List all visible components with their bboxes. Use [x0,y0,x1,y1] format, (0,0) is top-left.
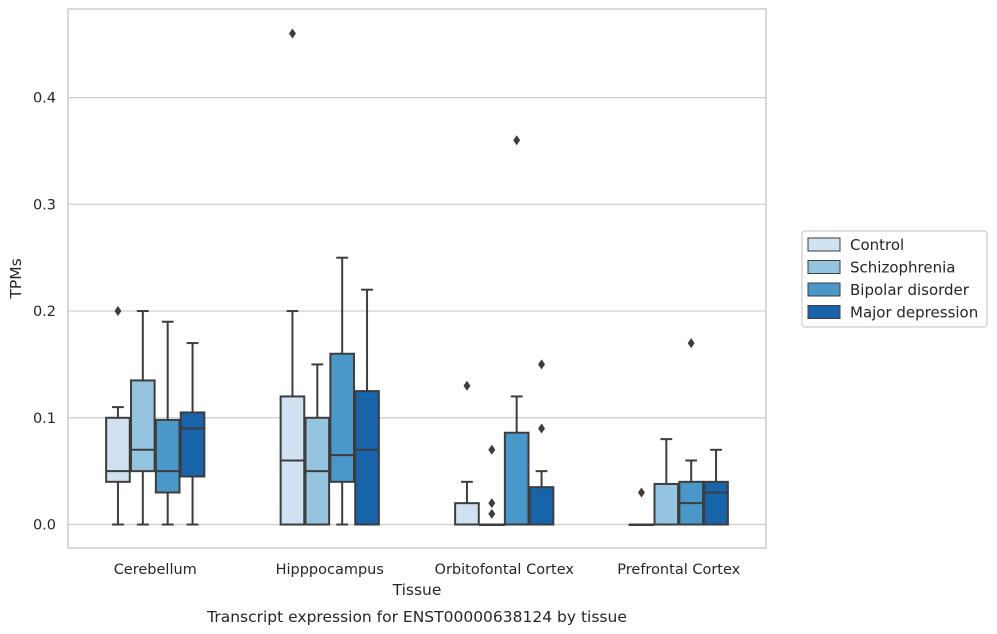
y-tick-label: 0.4 [33,91,56,107]
box-groups [105,28,729,527]
legend-item: Schizophrenia [807,259,955,277]
box-bipolar-disorder [503,135,530,526]
y-tick-label: 0.2 [33,304,56,320]
box-control [279,28,306,526]
box-iqr [503,431,530,526]
outlier-point [637,487,645,498]
y-axis-label: TPMs [7,258,25,299]
box-iqr [105,416,131,483]
box-iqr [354,390,380,526]
box-bipolar-disorder [154,320,181,526]
box-control [628,487,655,527]
box-iqr [130,379,156,473]
box-control [105,306,131,526]
box-iqr [528,486,555,526]
box-iqr [454,502,480,526]
x-axis-ticks: Cerebellum Hipppocampus Orbitofontal Corte… [114,562,741,578]
legend-item: Control [807,236,904,254]
box-schizophrenia [653,438,680,526]
outlier-point [513,135,521,146]
x-tick-label: Hipppocampus [276,562,384,578]
legend-frame [801,230,988,328]
x-tick-label: Orbitofontal Cortex [435,562,575,578]
box-major-depression [354,288,380,526]
box-control [454,380,480,526]
box-iqr [329,352,355,483]
legend: Control Schizophrenia Bipolar disorder Majo… [801,230,988,328]
box-bipolar-disorder [329,256,355,526]
legend-swatch [807,305,841,319]
legend-label: Major depression [850,304,978,322]
outlier-point [463,380,471,391]
outlier-point [488,508,496,519]
box-major-depression [528,359,555,526]
legend-item: Major depression [807,304,978,322]
box-major-depression [179,342,206,526]
legend-item: Bipolar disorder [807,281,970,299]
outlier-point [538,359,546,370]
box-bipolar-disorder [678,338,704,526]
box-schizophrenia [479,444,505,527]
legend-swatch [807,237,841,252]
box-iqr [154,418,181,494]
box-schizophrenia [130,310,156,526]
outlier-point [288,28,296,39]
legend-swatch [807,260,841,274]
outlier-point [687,338,695,349]
box-iqr [653,482,680,526]
legend-label: Control [850,236,904,254]
y-axis-ticks: 0.0 0.1 0.2 0.3 0.4 [33,91,56,534]
x-axis-label: Tissue [392,581,442,599]
box-major-depression [703,448,729,526]
plot-frame [67,8,767,549]
x-tick-label: Prefrontal Cortex [617,562,740,578]
x-tick-label: Cerebellum [114,562,197,578]
box-iqr [703,480,729,526]
y-tick-label: 0.1 [33,411,56,427]
legend-label: Bipolar disorder [850,281,970,299]
chart-caption: Transcript expression for ENST0000063812… [206,608,627,626]
legend-swatch [807,282,841,297]
outlier-point [488,444,496,455]
outlier-point [488,498,496,509]
y-tick-label: 0.0 [33,518,56,534]
legend-label: Schizophrenia [850,259,955,277]
box-schizophrenia [304,363,331,526]
y-tick-label: 0.3 [33,197,56,213]
box-iqr [179,411,206,478]
outlier-point [114,306,122,317]
outlier-point [538,423,546,434]
